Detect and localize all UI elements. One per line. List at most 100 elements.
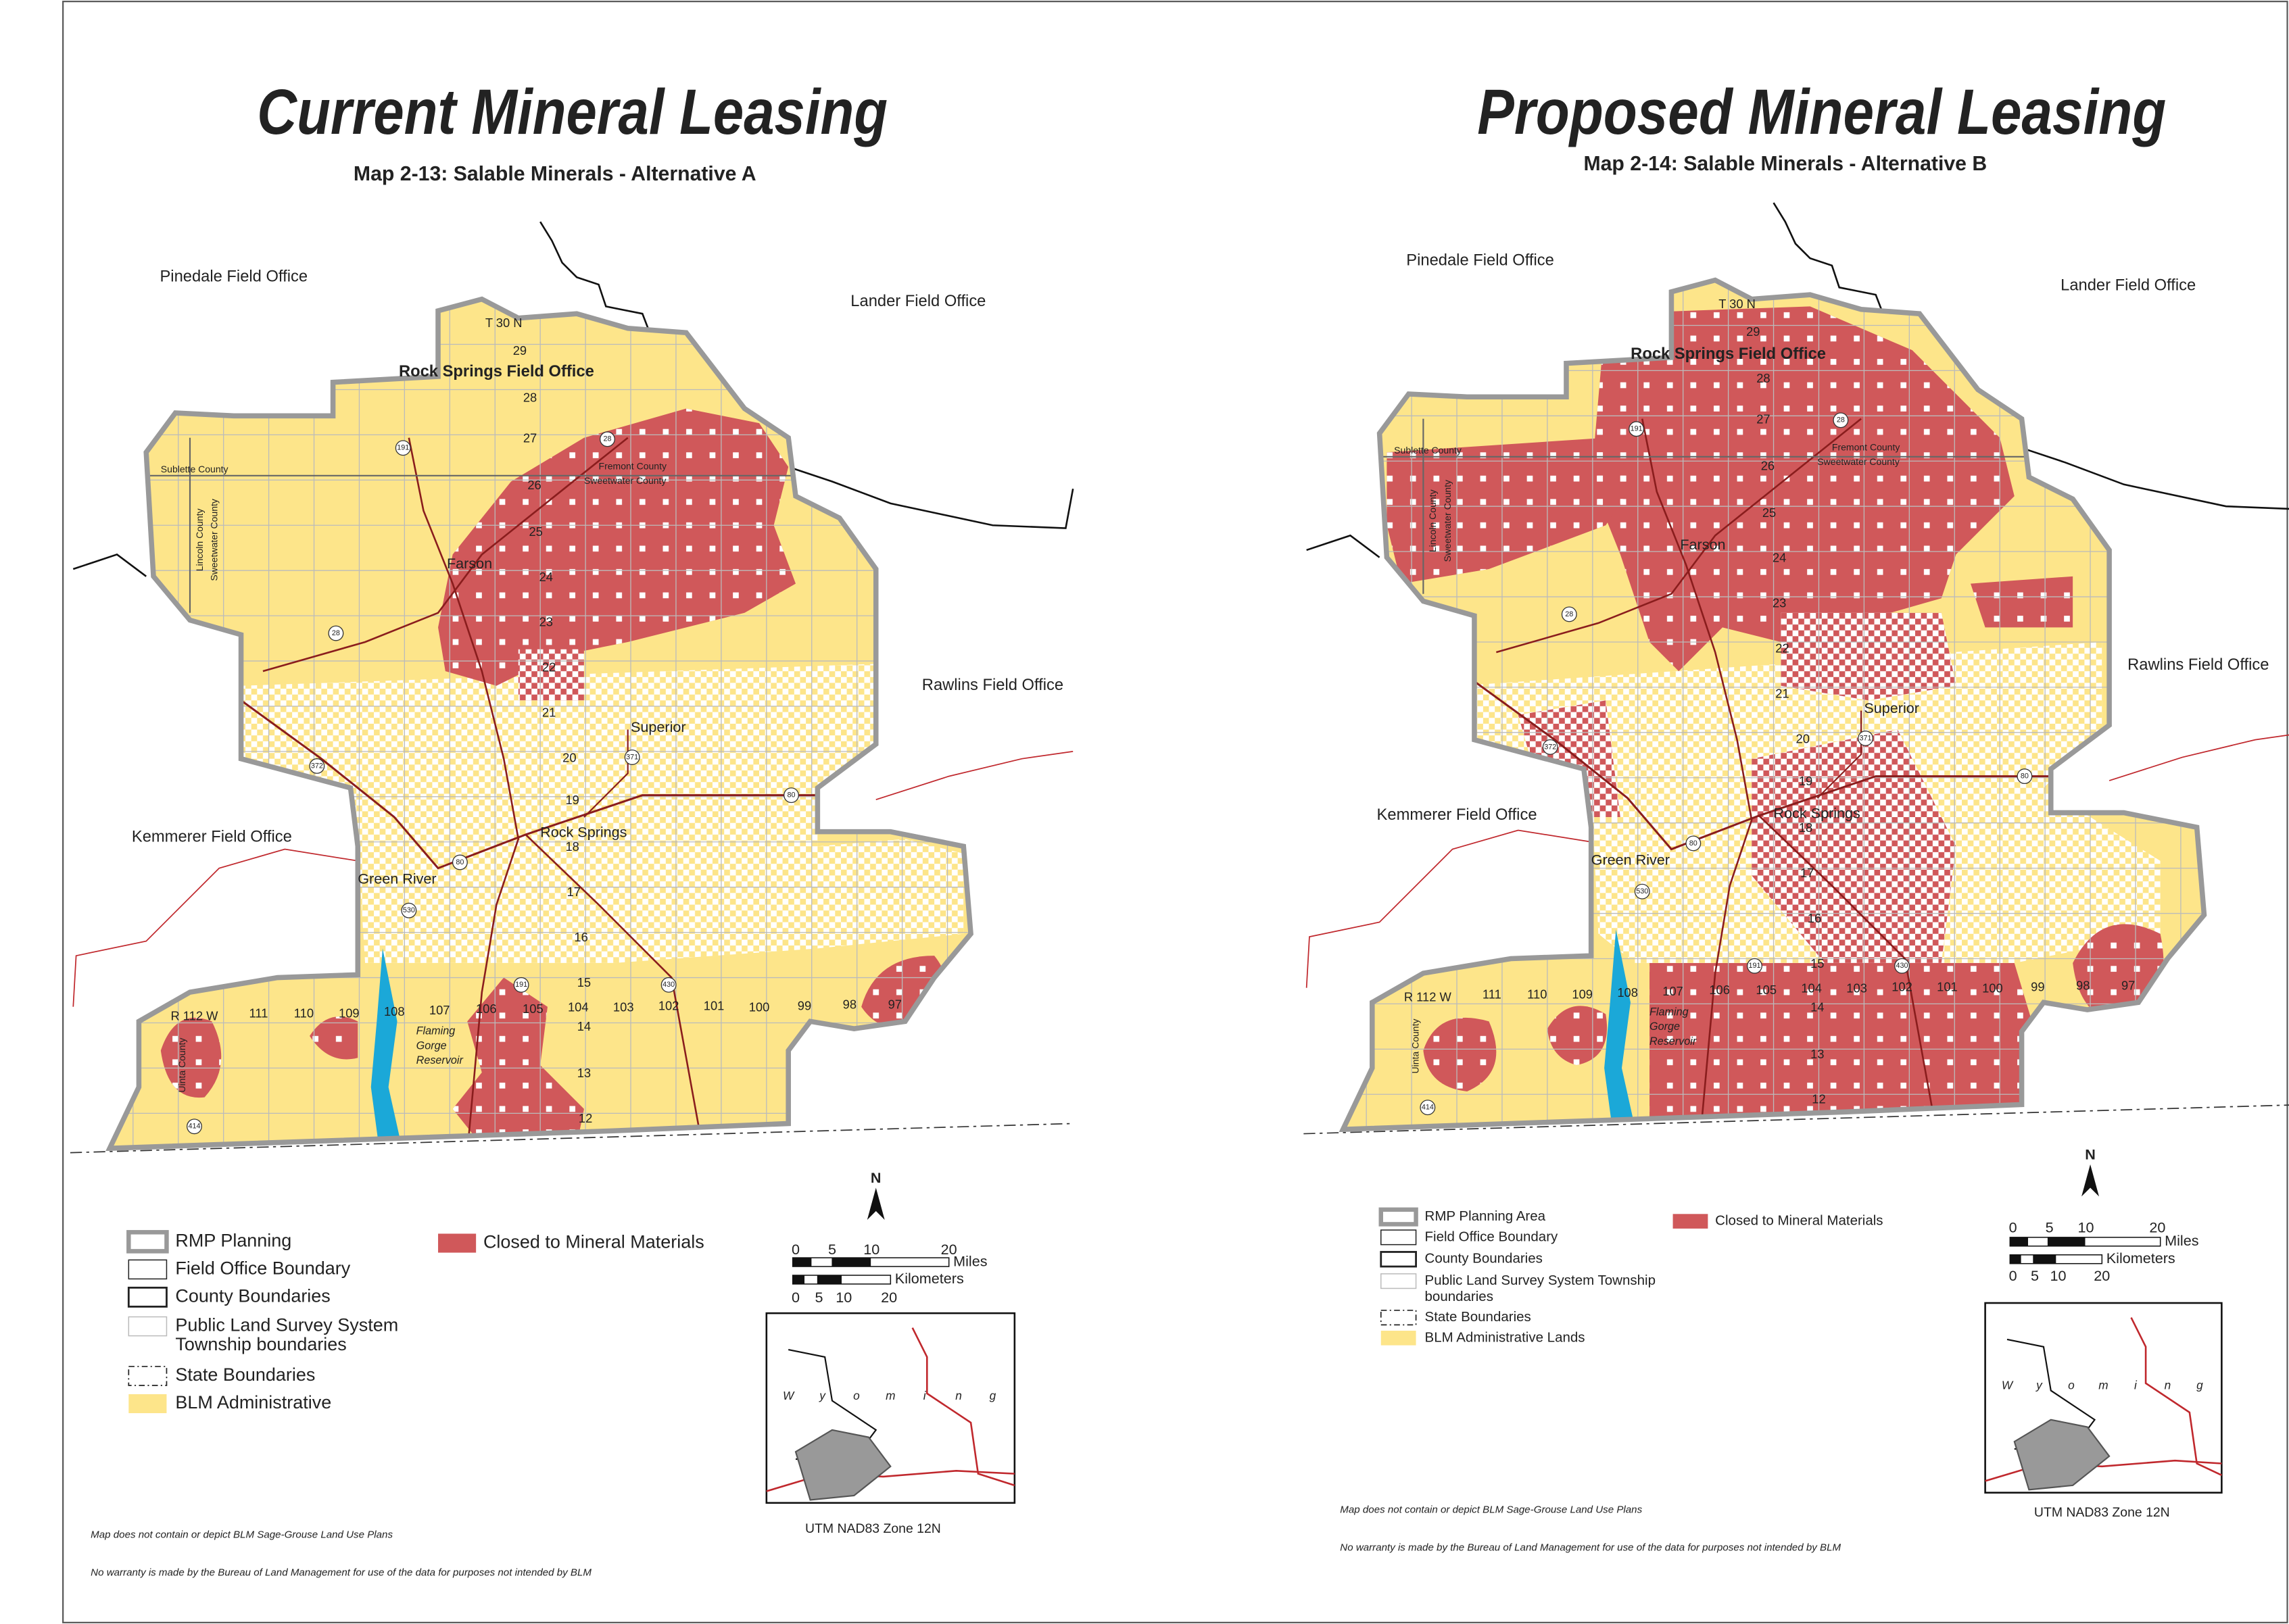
highway-label: 28 <box>332 629 340 637</box>
scale-tick: 5 <box>815 1289 823 1306</box>
road <box>525 834 702 1139</box>
closed-area-sections <box>310 1016 358 1060</box>
closed-area-sections <box>1387 437 1635 584</box>
closed-area-sections <box>1591 306 2015 672</box>
water-label: Gorge <box>416 1039 447 1052</box>
field-office-boundary <box>539 221 651 333</box>
north-label: N <box>871 1169 882 1186</box>
range-label: 110 <box>294 1006 314 1020</box>
field-office-boundary <box>788 466 1074 529</box>
inset-label: n <box>955 1389 962 1402</box>
highway-label: 80 <box>1689 839 1697 847</box>
scale-tick: 5 <box>2046 1219 2054 1236</box>
highway-label: 430 <box>1896 962 1908 970</box>
boundary-line <box>2109 734 2289 781</box>
range-label: 103 <box>613 1000 634 1014</box>
highway-shield <box>401 902 417 918</box>
legend-swatch <box>128 1366 168 1386</box>
field-office-label: Lander Field Office <box>850 293 986 310</box>
legend-swatch <box>127 1286 168 1308</box>
legend-label: Closed to Mineral Materials <box>483 1232 704 1252</box>
map-panel: Proposed Mineral Leasing Map 2-14: Salabl… <box>1303 76 2289 1554</box>
range-label: 102 <box>1892 980 1912 994</box>
legend-swatch <box>1380 1309 1417 1326</box>
place-label: Rock Springs <box>1774 804 1861 821</box>
closed-checkerboard <box>1752 729 1956 963</box>
county-label: Lincoln County <box>1427 489 1438 552</box>
highway-shield <box>1634 883 1650 900</box>
highway-label: 430 <box>662 981 675 989</box>
township-label: 15 <box>577 975 591 989</box>
highway-label: 371 <box>1860 734 1872 742</box>
legend-swatch <box>128 1259 168 1280</box>
planning-area <box>105 296 973 1152</box>
place-label: Superior <box>1864 699 1919 716</box>
township-label: 22 <box>1775 641 1789 656</box>
township-label: 23 <box>1773 596 1786 610</box>
legend-label: State Boundaries <box>1425 1309 1531 1325</box>
context-lines <box>70 221 1074 1154</box>
legend-label: Closed to Mineral Materials <box>1715 1213 1883 1229</box>
inset-planning-area <box>794 1429 892 1501</box>
county-label: Sweetwater County <box>208 499 219 581</box>
range-label: 103 <box>1846 981 1867 995</box>
scale-tick: 20 <box>881 1289 897 1306</box>
inset-label: y <box>2035 1379 2043 1392</box>
scale-tick: 10 <box>2050 1267 2067 1284</box>
range-label: 105 <box>1756 983 1777 997</box>
highway-shield <box>328 625 344 641</box>
closed-checkerboard <box>1781 612 1956 701</box>
legend: RMP Planning Field Office Boundary County … <box>126 1230 704 1414</box>
range-label: 104 <box>568 1000 589 1014</box>
range-label: 105 <box>523 1002 544 1016</box>
highway-shield <box>395 440 411 456</box>
township-label: 20 <box>562 751 576 765</box>
disclaimer-note: No warranty is made by the Bureau of Lan… <box>91 1567 592 1578</box>
range-label: 97 <box>2121 978 2135 992</box>
north-arrow <box>867 1187 885 1220</box>
highway-shield <box>1833 412 1849 428</box>
township-label: T 30 N <box>1718 297 1756 311</box>
highway-label: 191 <box>1631 425 1643 433</box>
legend-label: BLM Administrative <box>175 1392 331 1412</box>
range-label: 109 <box>339 1006 360 1020</box>
township-label: 26 <box>1761 459 1775 473</box>
rmp-planning-boundary <box>1339 277 2207 1133</box>
road <box>583 729 629 818</box>
scale-tick: 10 <box>863 1241 880 1258</box>
legend-label: State Boundaries <box>175 1364 315 1385</box>
scale-tick: 0 <box>792 1241 800 1258</box>
scale-tick: 5 <box>828 1241 836 1258</box>
reservoir <box>1604 929 1637 1130</box>
county-label: Fremont County <box>599 461 667 472</box>
highway-shield <box>452 854 468 870</box>
highway-label: 371 <box>626 753 638 761</box>
highway-label: 191 <box>397 444 409 452</box>
county-label: Sublette County <box>161 464 228 474</box>
range-label: 108 <box>384 1004 405 1018</box>
boundary-line <box>1305 829 1591 988</box>
field-office-label: Kemmerer Field Office <box>1377 806 1537 824</box>
road <box>1758 814 1935 1120</box>
closed-area-sections <box>160 1017 222 1098</box>
county-label: Sweetwater County <box>1817 456 1900 467</box>
scale-segment <box>792 1275 805 1284</box>
range-label: 110 <box>1527 987 1547 1001</box>
scale-unit: Miles <box>953 1252 988 1269</box>
county-label: Uinta County <box>176 1038 187 1093</box>
scale-unit: Kilometers <box>895 1270 964 1287</box>
scale-tick: 0 <box>2009 1267 2017 1284</box>
county-label: Fremont County <box>1832 442 1900 453</box>
field-office-label: Pinedale Field Office <box>1406 252 1554 270</box>
legend-label: RMP Planning <box>175 1230 291 1250</box>
field-office-label: Rock Springs Field Office <box>1631 345 1826 363</box>
township-label: 21 <box>1775 687 1789 701</box>
highway-label: 80 <box>2021 772 2029 780</box>
planning-area <box>1339 277 2207 1133</box>
scale-segment <box>2010 1237 2028 1246</box>
legend-label: County Boundaries <box>1425 1251 1543 1266</box>
county-label: Sweetwater County <box>1442 480 1453 562</box>
highway-label: 372 <box>311 762 323 770</box>
inset-label: o <box>2068 1379 2075 1392</box>
